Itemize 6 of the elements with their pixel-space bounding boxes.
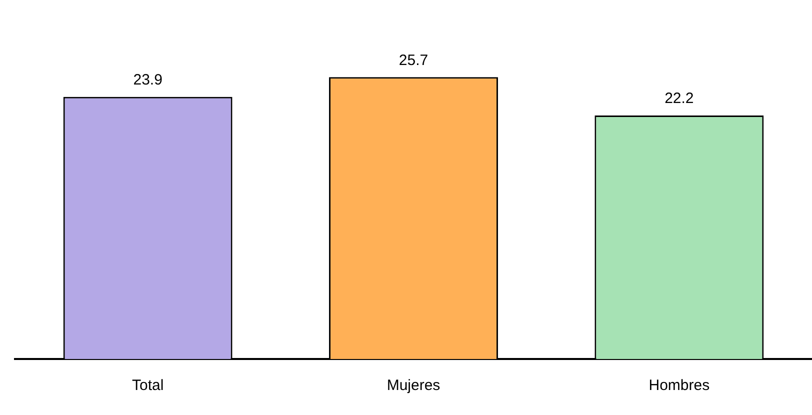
x-tick-label: Total (132, 377, 164, 394)
x-tick-label: Mujeres (386, 377, 440, 394)
data-label: 23.9 (133, 72, 162, 89)
data-label: 22.2 (664, 90, 694, 108)
data-label: 25.7 (398, 52, 428, 69)
x-tick-label: Hombres (648, 377, 710, 394)
